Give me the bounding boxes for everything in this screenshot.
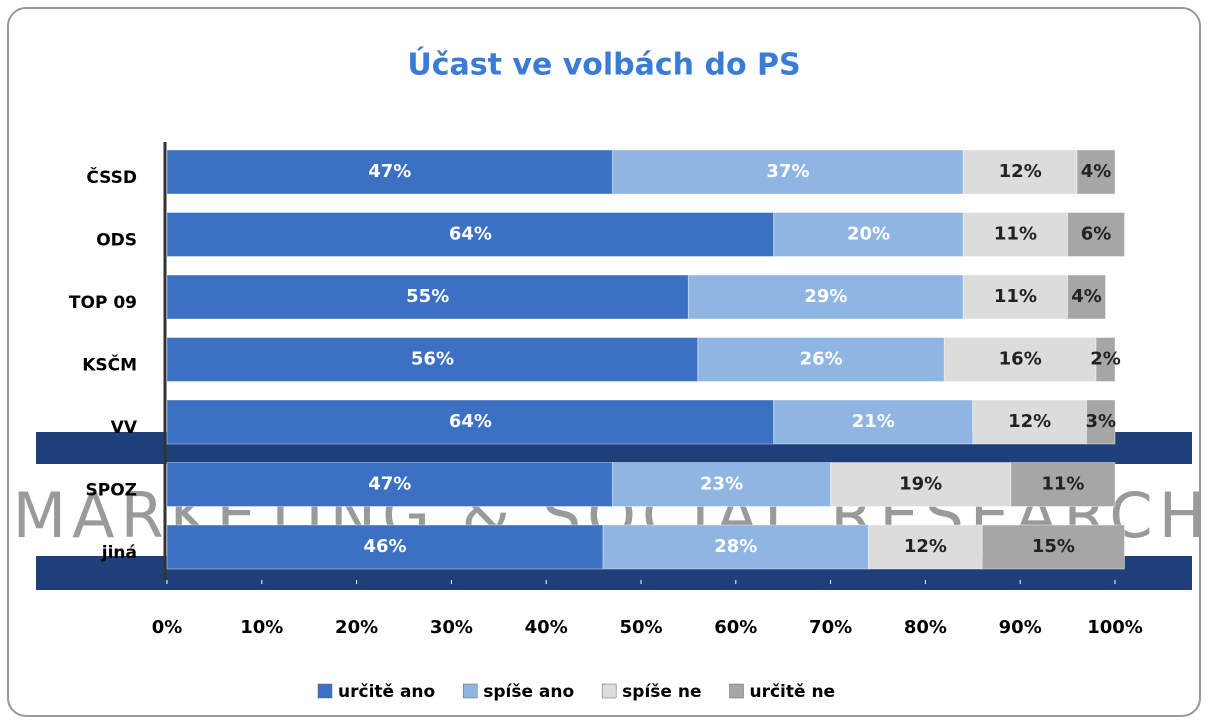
value-label: 6%: [1081, 224, 1112, 245]
x-tick-label: 30%: [430, 617, 473, 638]
y-tick-label: KSČM: [82, 354, 137, 376]
value-label: 21%: [852, 411, 895, 432]
value-label: 47%: [368, 474, 411, 495]
bar-segment: [602, 524, 870, 570]
y-tick-label: TOP 09: [69, 293, 137, 313]
x-tick-label: 70%: [809, 617, 852, 638]
bar-segment: [943, 337, 1097, 382]
x-tick-label: 80%: [904, 617, 947, 638]
x-tick-label: 40%: [525, 617, 568, 638]
value-label: 46%: [363, 536, 406, 557]
value-label: 15%: [1032, 536, 1075, 557]
bar-segment: [773, 399, 974, 445]
bar-segment: [612, 149, 964, 195]
bar-segment: [166, 462, 614, 507]
bar-segment: [962, 212, 1069, 257]
value-label: 12%: [904, 536, 947, 557]
value-label: 4%: [1071, 286, 1102, 307]
bar-segment: [962, 274, 1069, 320]
y-tick-label: jiná: [101, 543, 137, 563]
value-label: 47%: [368, 161, 411, 182]
bar-segment: [962, 149, 1078, 195]
x-tick-label: 60%: [714, 617, 757, 638]
value-label: 56%: [411, 349, 454, 370]
value-label: 4%: [1081, 161, 1112, 182]
y-tick-label: ODS: [96, 231, 137, 251]
legend-label: určitě ne: [749, 682, 835, 702]
bar-segment: [166, 524, 604, 570]
bar-segment: [1076, 149, 1116, 195]
bar-segment: [981, 524, 1125, 570]
x-tick-label: 20%: [335, 617, 378, 638]
value-label: 26%: [800, 349, 843, 370]
x-tick-label: 50%: [619, 617, 662, 638]
bar-segment: [1067, 274, 1107, 320]
y-tick-label: SPOZ: [86, 481, 137, 501]
bar-segment: [773, 212, 964, 257]
bar-segment: [1086, 399, 1116, 445]
bar-segment: [166, 337, 699, 382]
legend-label: spíše ne: [622, 682, 701, 702]
bar-segment: [166, 149, 614, 195]
value-label: 23%: [700, 474, 743, 495]
value-label: 20%: [847, 224, 890, 245]
legend-label: určitě ano: [338, 682, 435, 702]
value-label: 11%: [994, 224, 1037, 245]
x-tick-label: 10%: [240, 617, 283, 638]
value-label: 37%: [766, 161, 809, 182]
value-label: 29%: [804, 286, 847, 307]
bar-segment: [868, 524, 983, 570]
x-tick-label: 0%: [152, 617, 183, 638]
value-label: 11%: [994, 286, 1037, 307]
value-label: 55%: [406, 286, 449, 307]
legend-swatch: [317, 683, 333, 699]
legend-swatch: [601, 683, 617, 699]
legend-label: spíše ano: [483, 682, 574, 702]
x-tick-label: 90%: [999, 617, 1042, 638]
bar-segment: [697, 337, 945, 382]
value-label: 64%: [449, 224, 492, 245]
bar-segment: [1067, 212, 1125, 257]
value-label: 64%: [449, 411, 492, 432]
legend-swatch: [729, 683, 744, 699]
value-label: 3%: [1085, 411, 1116, 432]
bar-segment: [612, 462, 832, 507]
chart-title: Účast ve volbách do PS: [407, 46, 800, 83]
bar-segment: [166, 274, 689, 320]
bar-segment: [830, 462, 1012, 507]
bar-segment: [687, 274, 964, 320]
legend-swatch: [462, 683, 478, 699]
bar-segment: [1010, 462, 1116, 507]
value-label: 28%: [714, 536, 757, 557]
value-label: 12%: [1008, 411, 1051, 432]
bar-segment: [972, 399, 1088, 445]
bar-segment: [166, 399, 775, 445]
x-tick-label: 100%: [1087, 617, 1143, 638]
value-label: 16%: [999, 349, 1042, 370]
y-tick-label: VV: [111, 418, 138, 438]
value-label: 12%: [999, 161, 1042, 182]
value-label: 2%: [1090, 349, 1121, 370]
value-label: 19%: [899, 474, 942, 495]
y-tick-label: ČSSD: [86, 166, 137, 188]
value-label: 11%: [1041, 474, 1084, 495]
bar-segment: [1095, 337, 1116, 382]
